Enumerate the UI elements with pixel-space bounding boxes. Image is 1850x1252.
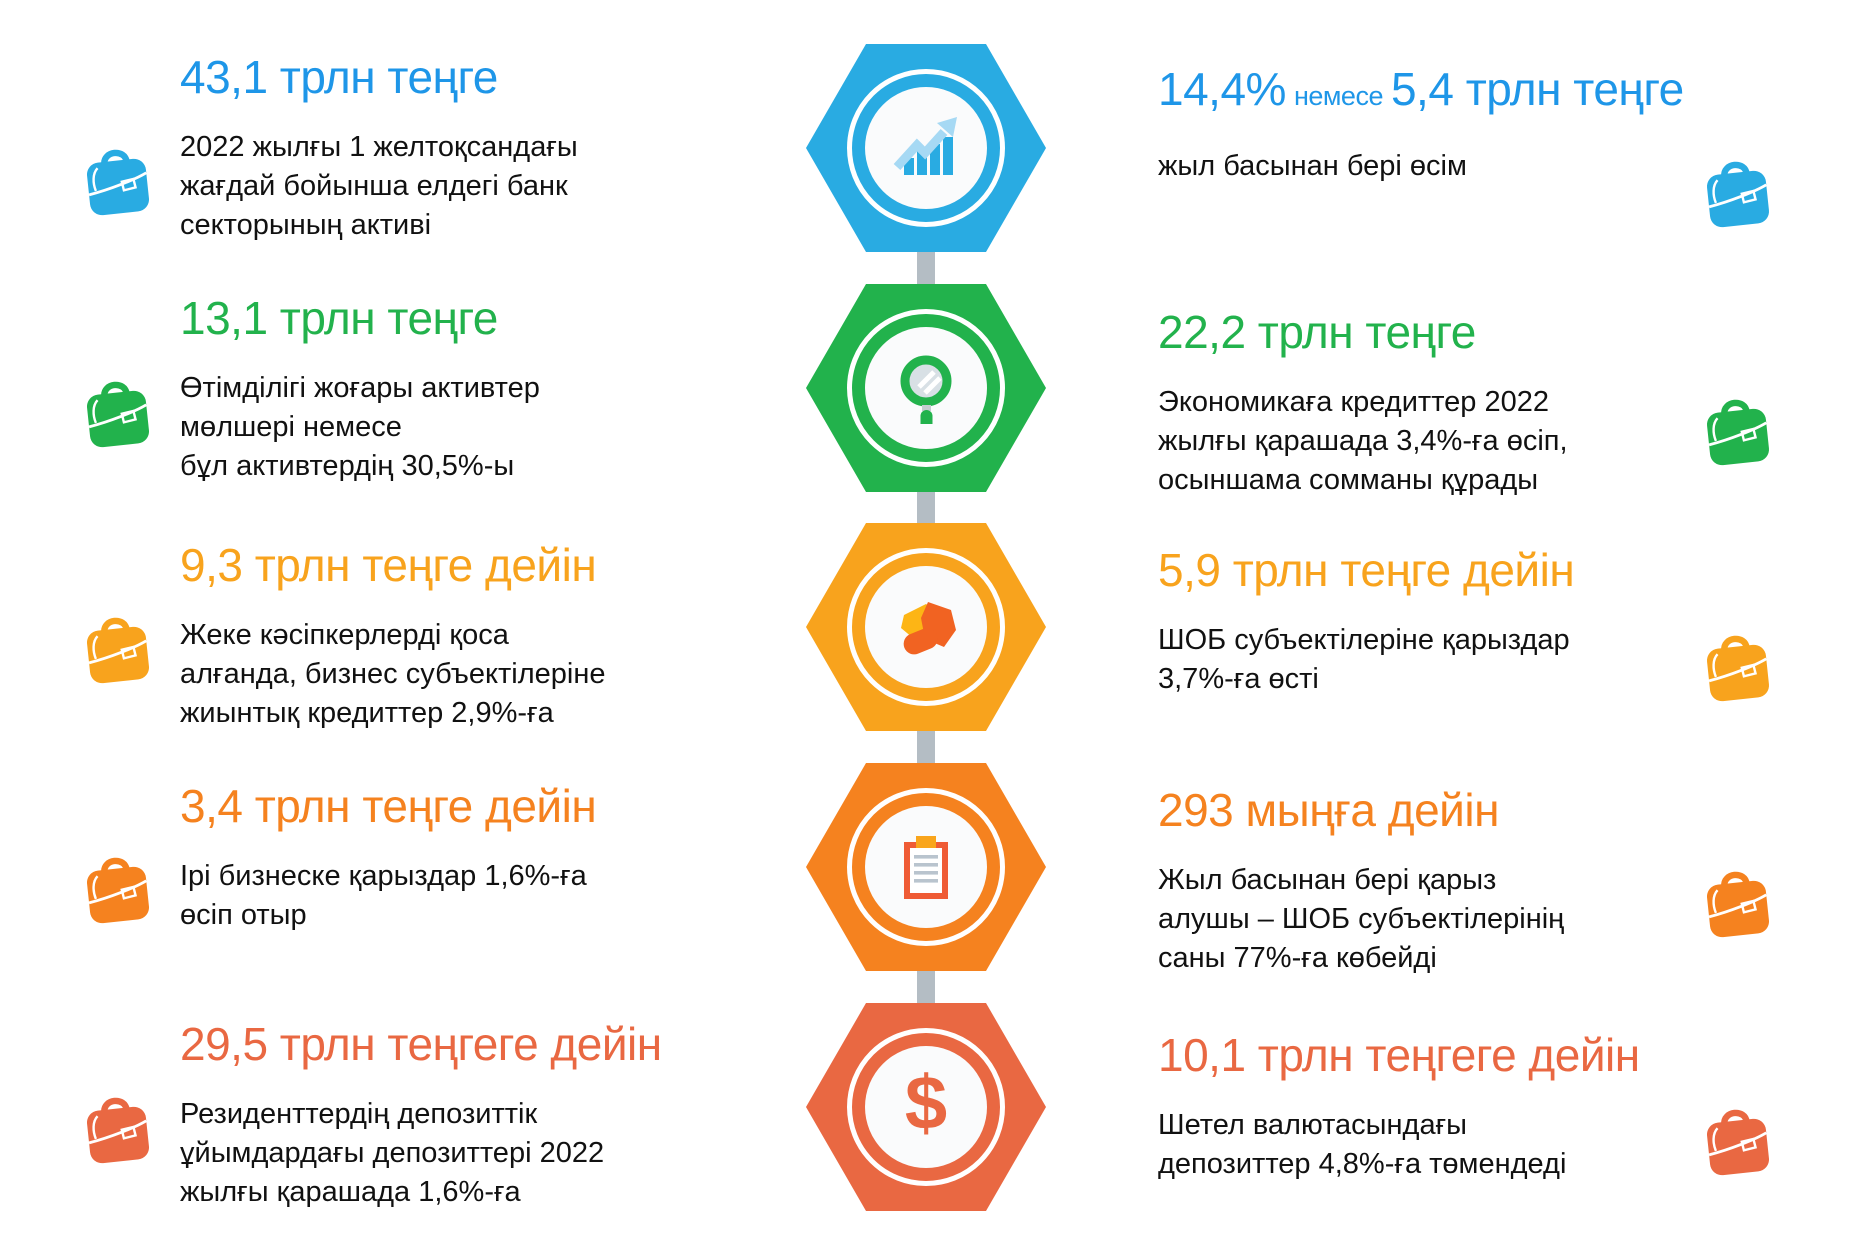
hexagon-disc — [865, 806, 987, 928]
stat-description: жыл басынан бері өсім — [1158, 150, 1467, 182]
briefcase-icon — [1698, 860, 1778, 950]
stat-description: Ірі бизнеске қарыздар 1,6%-ға өсіп отыр — [180, 860, 587, 931]
briefcase-icon — [78, 606, 158, 696]
stat-description: Жеке кәсіпкерлерді қоса алғанда, бизнес … — [180, 619, 606, 729]
stat-description: Өтімділігі жоғары активтер мөлшері немес… — [180, 372, 540, 482]
hexagon-assets — [806, 44, 1046, 252]
stat-block-sme-loans: 5,9 трлн теңге дейін ШОБ субъектілеріне … — [1158, 541, 1698, 699]
stat-value: 5,9 трлн теңге дейін — [1158, 544, 1575, 596]
stat-block-fx-deposits: 10,1 трлн теңгеге дейін Шетел валютасынд… — [1158, 1026, 1698, 1184]
stat-description: Резиденттердің депозиттік ұйымдардағы де… — [180, 1098, 605, 1208]
briefcase-icon — [1698, 150, 1778, 240]
stat-value: 293 мыңға дейін — [1158, 784, 1500, 836]
hexagon-disc — [865, 327, 987, 449]
stat-value: 9,3 трлн теңге дейін — [180, 539, 597, 591]
stat-block-economy-credits: 22,2 трлн теңге Экономикаға кредиттер 20… — [1158, 303, 1698, 500]
stat-value: 3,4 трлн теңге дейін — [180, 780, 597, 832]
stat-value-tail: 5,4 трлн теңге — [1390, 63, 1684, 115]
briefcase-icon — [78, 846, 158, 936]
briefcase-icon — [1698, 388, 1778, 478]
clipboard-icon — [904, 836, 948, 899]
stat-description: Экономикаға кредиттер 2022 жылғы қарашад… — [1158, 386, 1568, 496]
stat-value: 43,1 трлн теңге — [180, 51, 498, 103]
hexagon-borrowers — [806, 763, 1046, 971]
hexagon-deposits: $ — [806, 1003, 1046, 1211]
stat-block-growth: 14,4% немесе 5,4 трлн теңге жыл басынан бе… — [1158, 60, 1698, 186]
hexagon-ring — [847, 788, 1005, 946]
dollar-icon: $ — [904, 1061, 948, 1146]
hexagon-disc — [865, 566, 987, 688]
hexagon-disc — [865, 87, 987, 209]
stat-block-assets: 43,1 трлн теңге 2022 жылғы 1 желтоқсанда… — [180, 48, 720, 245]
stat-value: 22,2 трлн теңге — [1158, 306, 1476, 358]
briefcase-icon — [1698, 624, 1778, 714]
briefcase-icon — [78, 1086, 158, 1176]
stat-description: Жыл басынан бері қарыз алушы – ШОБ субъе… — [1158, 864, 1565, 974]
briefcase-icon — [1698, 1098, 1778, 1188]
stat-block-large-business: 3,4 трлн теңге дейін Ірі бизнеске қарызд… — [180, 777, 720, 935]
stat-value: 10,1 трлн теңгеге дейін — [1158, 1029, 1640, 1081]
handshake-icon — [901, 602, 956, 655]
stat-block-resident-deposits: 29,5 трлн теңгеге дейін Резиденттердің д… — [180, 1015, 720, 1212]
stat-value-main: 14,4% — [1158, 63, 1286, 115]
stat-value: 13,1 трлн теңге — [180, 292, 498, 344]
stat-value: 29,5 трлн теңгеге дейін — [180, 1018, 662, 1070]
briefcase-icon — [78, 370, 158, 460]
stat-block-liquid-assets: 13,1 трлн теңге Өтімділігі жоғары активт… — [180, 289, 720, 486]
stat-description: 2022 жылғы 1 желтоқсандағы жағдай бойынш… — [180, 131, 578, 241]
stat-value-small: немесе — [1293, 81, 1384, 111]
magnifier-icon — [900, 355, 952, 424]
stat-value: 14,4% немесе 5,4 трлн теңге — [1158, 60, 1698, 125]
stat-block-business-credits: 9,3 трлн теңге дейін Жеке кәсіпкерлерді … — [180, 536, 720, 733]
hexagon-ring — [847, 309, 1005, 467]
hexagon-ring — [847, 1028, 1005, 1186]
hexagon-business-loans — [806, 523, 1046, 731]
hexagon-ring — [847, 69, 1005, 227]
hexagon-liquidity — [806, 284, 1046, 492]
hexagon-disc: $ — [865, 1046, 987, 1168]
stat-description: Шетел валютасындағы депозиттер 4,8%-ға т… — [1158, 1109, 1567, 1180]
stat-block-sme-borrowers: 293 мыңға дейін Жыл басынан бері қарыз а… — [1158, 781, 1698, 978]
stat-description: ШОБ субъектілеріне қарыздар 3,7%-ға өсті — [1158, 624, 1570, 695]
briefcase-icon — [78, 138, 158, 228]
growth-chart-icon — [893, 117, 957, 175]
hexagon-ring — [847, 548, 1005, 706]
